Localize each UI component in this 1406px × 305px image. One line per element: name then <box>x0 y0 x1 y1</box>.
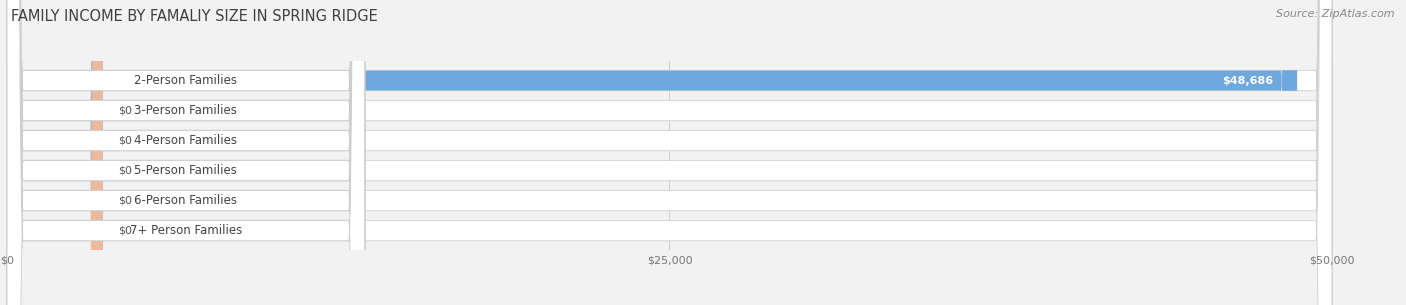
Text: 5-Person Families: 5-Person Families <box>135 164 238 177</box>
FancyBboxPatch shape <box>7 0 1331 305</box>
FancyBboxPatch shape <box>7 0 1331 305</box>
Text: $0: $0 <box>118 196 132 206</box>
Text: $48,686: $48,686 <box>1222 76 1274 85</box>
FancyBboxPatch shape <box>7 0 364 305</box>
Text: Source: ZipAtlas.com: Source: ZipAtlas.com <box>1277 9 1395 19</box>
FancyBboxPatch shape <box>7 0 103 305</box>
FancyBboxPatch shape <box>7 0 103 305</box>
Text: $0: $0 <box>118 106 132 116</box>
FancyBboxPatch shape <box>7 0 1331 305</box>
FancyBboxPatch shape <box>7 0 364 305</box>
FancyBboxPatch shape <box>7 0 1331 305</box>
Text: 2-Person Families: 2-Person Families <box>135 74 238 87</box>
FancyBboxPatch shape <box>7 0 1331 305</box>
Text: 4-Person Families: 4-Person Families <box>135 134 238 147</box>
Text: FAMILY INCOME BY FAMALIY SIZE IN SPRING RIDGE: FAMILY INCOME BY FAMALIY SIZE IN SPRING … <box>11 9 378 24</box>
Text: 6-Person Families: 6-Person Families <box>135 194 238 207</box>
FancyBboxPatch shape <box>7 0 364 305</box>
FancyBboxPatch shape <box>7 0 103 305</box>
Text: $0: $0 <box>118 226 132 235</box>
FancyBboxPatch shape <box>7 0 1331 305</box>
FancyBboxPatch shape <box>7 0 364 305</box>
Text: $0: $0 <box>118 135 132 145</box>
FancyBboxPatch shape <box>7 0 103 305</box>
Text: 7+ Person Families: 7+ Person Families <box>129 224 242 237</box>
FancyBboxPatch shape <box>7 0 103 305</box>
Text: $0: $0 <box>118 166 132 176</box>
Text: 3-Person Families: 3-Person Families <box>135 104 238 117</box>
FancyBboxPatch shape <box>7 0 1298 305</box>
FancyBboxPatch shape <box>7 0 364 305</box>
FancyBboxPatch shape <box>7 0 364 305</box>
